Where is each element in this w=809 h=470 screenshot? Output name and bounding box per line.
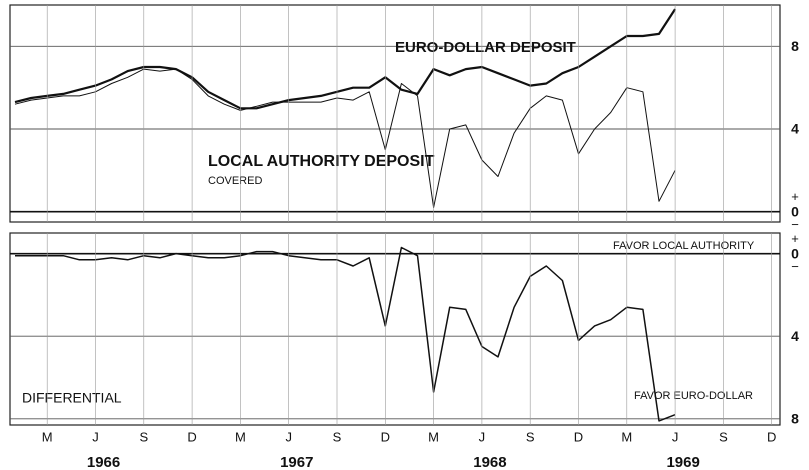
annotation: COVERED bbox=[208, 175, 262, 187]
x-tick-label: J bbox=[285, 429, 292, 444]
y-tick-label: 8 bbox=[791, 38, 799, 54]
y-tick-label: 4 bbox=[791, 121, 799, 137]
y-tick-label: 0 bbox=[791, 245, 799, 261]
x-tick-label: M bbox=[428, 429, 439, 444]
annotation: FAVOR EURO-DOLLAR bbox=[634, 390, 753, 402]
x-tick-label: J bbox=[479, 429, 486, 444]
annotation: EURO-DOLLAR DEPOSIT bbox=[395, 39, 576, 56]
panel-frame bbox=[9, 4, 781, 223]
x-tick-label: M bbox=[235, 429, 246, 444]
x-tick-label: S bbox=[526, 429, 535, 444]
zero-sign: − bbox=[791, 217, 799, 232]
zero-sign: − bbox=[791, 259, 799, 274]
data-line bbox=[14, 68, 676, 208]
x-tick-label: D bbox=[381, 429, 390, 444]
year-label: 1968 bbox=[473, 454, 506, 470]
y-tick-label: 4 bbox=[791, 328, 799, 344]
year-label: 1966 bbox=[87, 454, 120, 470]
y-tick-label: 0 bbox=[791, 203, 799, 219]
x-tick-label: J bbox=[672, 429, 679, 444]
annotation: DIFFERENTIAL bbox=[22, 390, 122, 406]
zero-sign: + bbox=[791, 231, 799, 246]
y-tick-label: 8 bbox=[791, 411, 799, 427]
data-line bbox=[14, 8, 677, 110]
x-tick-label: M bbox=[621, 429, 632, 444]
year-label: 1969 bbox=[666, 454, 699, 470]
x-tick-label: S bbox=[719, 429, 728, 444]
annotation: LOCAL AUTHORITY DEPOSIT bbox=[208, 153, 435, 170]
x-tick-label: S bbox=[333, 429, 342, 444]
zero-sign: + bbox=[791, 189, 799, 204]
x-tick-label: D bbox=[187, 429, 196, 444]
x-tick-label: J bbox=[92, 429, 99, 444]
annotation: FAVOR LOCAL AUTHORITY bbox=[613, 240, 755, 252]
x-tick-label: D bbox=[574, 429, 583, 444]
year-label: 1967 bbox=[280, 454, 313, 470]
x-tick-label: S bbox=[139, 429, 148, 444]
x-tick-label: M bbox=[42, 429, 53, 444]
panel-frame bbox=[9, 232, 781, 426]
data-line bbox=[15, 246, 676, 422]
x-tick-label: D bbox=[767, 429, 776, 444]
